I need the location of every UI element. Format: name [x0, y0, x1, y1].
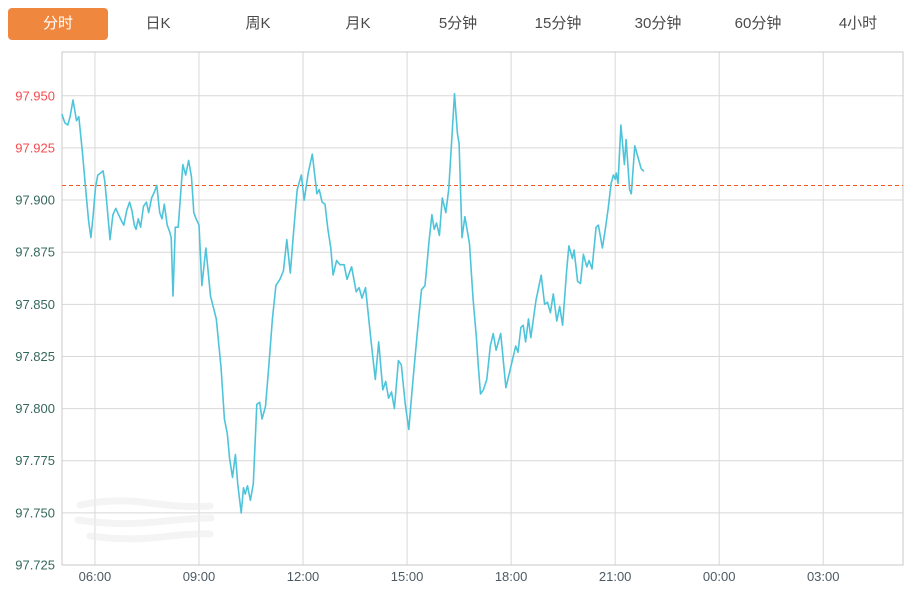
svg-text:97.750: 97.750 [15, 505, 55, 520]
svg-text:21:00: 21:00 [599, 569, 632, 584]
svg-text:03:00: 03:00 [807, 569, 840, 584]
svg-text:06:00: 06:00 [79, 569, 112, 584]
tab-5min[interactable]: 5分钟 [438, 15, 478, 32]
plot-border [61, 51, 904, 566]
svg-text:97.775: 97.775 [15, 453, 55, 468]
tab-daily-k[interactable]: 日K [145, 15, 171, 32]
tab-4hour[interactable]: 4小时 [838, 15, 878, 32]
tab-15min[interactable]: 15分钟 [534, 15, 582, 32]
svg-text:18:00: 18:00 [495, 569, 528, 584]
grid-lines [62, 52, 903, 566]
svg-text:09:00: 09:00 [183, 569, 216, 584]
svg-text:97.850: 97.850 [15, 297, 55, 312]
svg-text:97.925: 97.925 [15, 140, 55, 155]
y-axis-labels: 97.950 97.925 97.900 97.875 97.850 97.825 97.8… [15, 88, 55, 572]
svg-text:00:00: 00:00 [703, 569, 736, 584]
tab-monthly-k[interactable]: 月K [345, 15, 371, 32]
chart-period-tabs: 分时 日K 周K 月K 5分钟 15分钟 30分钟 60分钟 4小时 [8, 8, 906, 40]
svg-text:15:00: 15:00 [391, 569, 424, 584]
tab-30min[interactable]: 30分钟 [634, 15, 682, 32]
svg-text:97.800: 97.800 [15, 401, 55, 416]
svg-text:97.825: 97.825 [15, 349, 55, 364]
svg-text:12:00: 12:00 [287, 569, 320, 584]
svg-text:97.875: 97.875 [15, 245, 55, 260]
tab-weekly-k[interactable]: 周K [245, 15, 271, 32]
svg-text:97.725: 97.725 [15, 558, 55, 573]
watermark [74, 497, 215, 543]
tab-minute[interactable]: 分时 [8, 8, 108, 40]
price-line [61, 92, 645, 514]
tab-60min[interactable]: 60分钟 [734, 15, 782, 32]
svg-text:97.950: 97.950 [15, 88, 55, 103]
x-axis-labels: 06:00 09:00 12:00 15:00 18:00 21:00 00:00 03:00 [79, 569, 840, 584]
svg-text:97.900: 97.900 [15, 193, 55, 208]
